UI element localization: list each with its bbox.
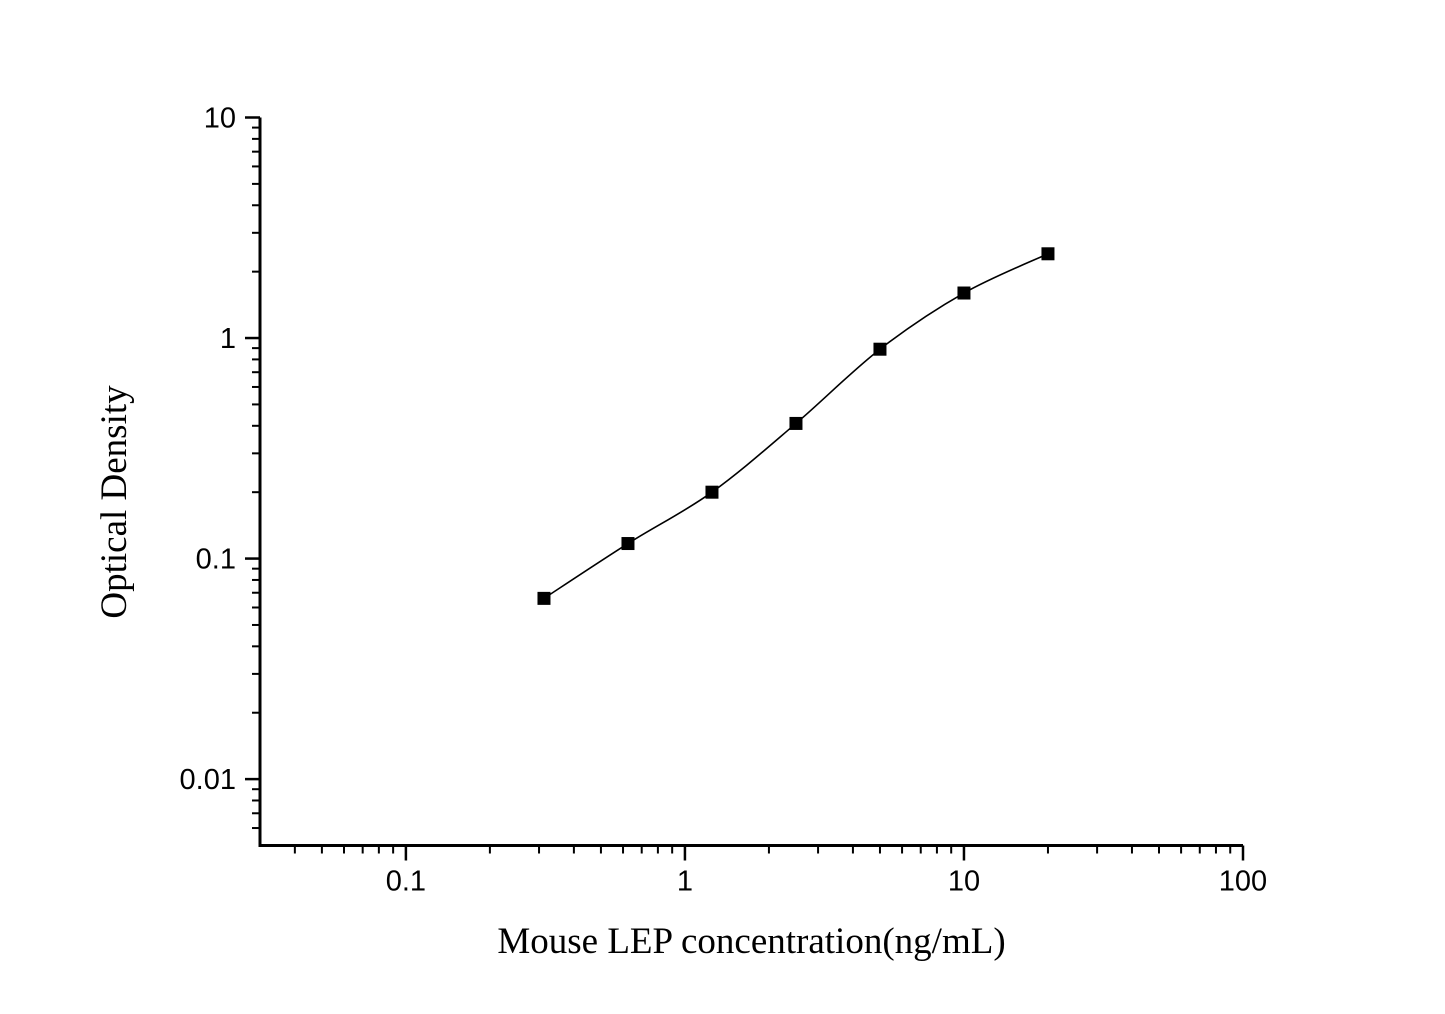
x-tick-label: 10 xyxy=(948,866,980,898)
data-point-marker xyxy=(873,342,887,356)
y-tick-label: 0.1 xyxy=(196,544,236,576)
data-point-marker xyxy=(789,416,803,430)
axes xyxy=(258,117,1243,847)
y-tick-label: 10 xyxy=(204,103,236,135)
x-axis-title: Mouse LEP concentration(ng/mL) xyxy=(497,921,1005,962)
data-series xyxy=(537,247,1055,605)
data-point-marker xyxy=(1041,247,1055,261)
tick-marks xyxy=(245,116,1245,861)
data-point-marker xyxy=(957,286,971,300)
x-tick-label: 1 xyxy=(677,866,693,898)
y-tick-label: 0.01 xyxy=(180,764,236,796)
data-point-marker xyxy=(621,537,635,551)
x-tick-label: 0.1 xyxy=(386,866,426,898)
x-tick-label: 100 xyxy=(1219,866,1267,898)
data-point-marker xyxy=(537,591,551,605)
tick-labels: 0.1 1 10 100 10 1 0.1 0.01 xyxy=(180,103,1268,898)
axis-lines xyxy=(258,117,1243,847)
y-tick-label: 1 xyxy=(220,323,236,355)
data-point-marker xyxy=(705,485,719,499)
y-axis-title: Optical Density xyxy=(94,385,135,619)
